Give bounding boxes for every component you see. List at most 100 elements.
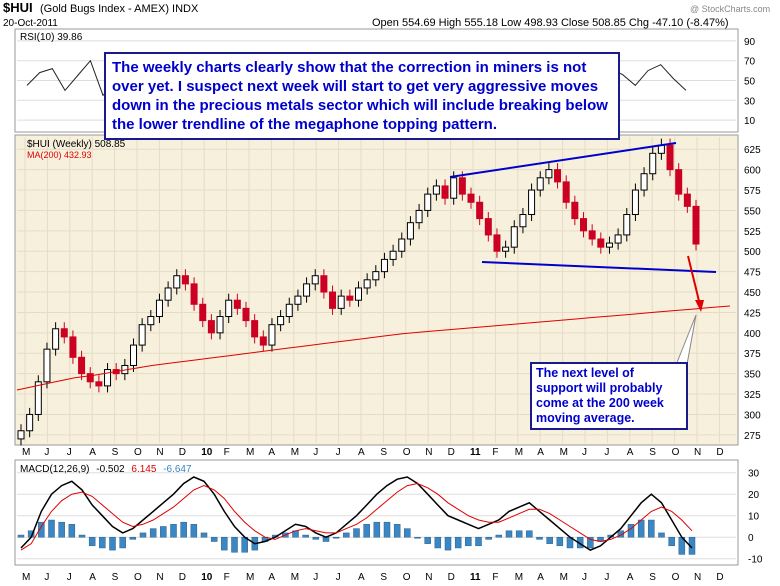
candle — [60, 328, 68, 338]
candle — [683, 193, 691, 207]
price-tick-label: 575 — [744, 186, 761, 197]
candle — [406, 222, 414, 240]
rsi-tick-label: 50 — [744, 77, 756, 88]
ma200-line — [16, 305, 731, 391]
x-tick-label: N — [425, 572, 432, 583]
macd-histogram-bar — [160, 526, 167, 538]
x-tick-label: F — [224, 447, 230, 458]
candle — [268, 324, 276, 346]
x-tick-label: 11 — [470, 447, 481, 458]
price-tick-label: 450 — [744, 288, 761, 299]
candle — [259, 336, 267, 346]
candle — [458, 177, 466, 195]
candle — [631, 189, 639, 216]
x-tick-label: J — [582, 572, 587, 583]
price-tick-label: 475 — [744, 268, 761, 279]
macd-histogram-bar — [78, 534, 86, 538]
macd-histogram-bar — [139, 532, 147, 538]
candle — [675, 169, 683, 195]
candle — [155, 299, 163, 318]
macd-histogram-bar — [312, 536, 320, 540]
x-tick-label: D — [716, 447, 723, 458]
candle — [311, 275, 319, 285]
candle — [277, 316, 285, 326]
x-tick-label: J — [44, 572, 49, 583]
candle — [432, 185, 440, 195]
candle — [355, 287, 362, 301]
x-tick-label: A — [537, 447, 544, 458]
x-tick-label: J — [336, 447, 341, 458]
macd-histogram-bar — [465, 536, 472, 547]
price-tick-label: 350 — [744, 370, 761, 381]
candle — [34, 381, 42, 415]
macd-histogram-bar — [637, 519, 645, 538]
macd-histogram-bar — [200, 532, 208, 538]
x-tick-label: J — [67, 447, 72, 458]
x-tick-label: A — [358, 572, 365, 583]
candle — [571, 201, 579, 220]
macd-histogram-bar — [505, 530, 513, 538]
x-tick-label: M — [515, 447, 523, 458]
ma-legend: MA(200) 432.93 — [27, 150, 92, 160]
x-tick-label: A — [358, 447, 365, 458]
x-tick-label: N — [694, 572, 701, 583]
macd-panel — [14, 459, 739, 566]
rsi-tick-label: 30 — [744, 96, 756, 107]
x-tick-label: O — [134, 572, 142, 583]
x-tick-label: S — [112, 447, 119, 458]
candle — [415, 209, 423, 224]
x-tick-label: M — [291, 572, 299, 583]
macd-legend-name: MACD(12,26,9) — [20, 464, 89, 475]
macd-histogram-bar — [190, 524, 198, 538]
price-tick-label: 375 — [744, 349, 761, 360]
candle — [52, 328, 60, 350]
candle — [588, 230, 596, 240]
red-arrow-head — [695, 300, 704, 312]
x-tick-label: D — [448, 447, 455, 458]
macd-histogram-bar — [180, 521, 187, 538]
macd-histogram-bar — [485, 536, 492, 540]
macd-histogram-bar — [88, 536, 96, 547]
macd-histogram-bar — [149, 528, 157, 538]
macd-tick-label: 30 — [748, 469, 760, 480]
support-annotation: The next level of support will probably … — [530, 362, 688, 430]
candle — [450, 177, 458, 199]
x-tick-label: J — [582, 447, 587, 458]
price-tick-label: 325 — [744, 390, 761, 401]
x-tick-label: M — [560, 572, 568, 583]
rsi-tick-label: 70 — [744, 57, 756, 68]
x-tick-label: J — [604, 447, 609, 458]
macd-series — [17, 476, 696, 555]
candle — [225, 299, 233, 318]
candle — [207, 320, 215, 334]
macd-histogram-bar — [170, 524, 177, 538]
price-tick-label: 500 — [744, 247, 761, 258]
x-tick-label: A — [268, 447, 275, 458]
symbol-subtitle: (Gold Bugs Index - AMEX) INDX — [40, 3, 199, 15]
x-tick-label: O — [134, 447, 142, 458]
x-tick-label: J — [313, 447, 318, 458]
candle — [614, 234, 622, 244]
macd-histogram-bar — [454, 536, 462, 549]
candle — [502, 246, 510, 252]
x-tick-label: J — [604, 572, 609, 583]
x-tick-label: N — [156, 572, 163, 583]
symbol-title: $HUI — [3, 0, 33, 15]
rsi-tick-label: 90 — [744, 37, 756, 48]
x-tick-label: M — [246, 572, 254, 583]
macd-histogram-bar — [210, 536, 218, 542]
x-tick-label: F — [492, 447, 498, 458]
macd-histogram-bar — [515, 530, 523, 538]
candle — [242, 307, 250, 322]
x-tick-label: M — [22, 447, 30, 458]
candle — [484, 218, 492, 236]
price-tick-label: 400 — [744, 329, 761, 340]
candle — [78, 356, 86, 375]
candle — [372, 271, 380, 281]
x-tick-label: A — [537, 572, 544, 583]
macd-histogram-bar — [221, 536, 228, 551]
candle — [95, 381, 103, 387]
axis-labels: 1030507090275300325350375400425450475500… — [22, 37, 763, 583]
candle — [519, 214, 527, 228]
candle — [424, 193, 432, 211]
